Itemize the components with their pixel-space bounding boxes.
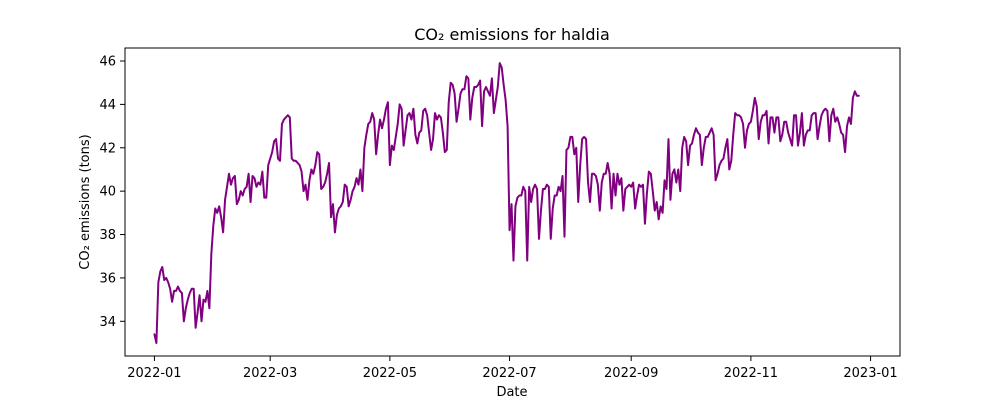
y-tick-label: 34 (99, 315, 116, 330)
x-tick-label: 2022-11 (724, 366, 778, 381)
y-tick-label: 36 (99, 271, 116, 286)
x-tick-label: 2023-01 (843, 366, 897, 381)
y-tick-label: 44 (99, 98, 116, 113)
y-tick-label: 38 (99, 228, 116, 243)
y-axis: 34 36 38 40 42 44 46 (99, 55, 125, 330)
series-line (153, 62, 860, 344)
x-axis-label: Date (496, 385, 527, 400)
x-tick-label: 2022-09 (604, 366, 658, 381)
x-axis: 2022-01 2022-03 2022-05 2022-07 2022-09 2022-… (127, 356, 898, 381)
y-tick-label: 46 (99, 55, 116, 70)
x-tick-label: 2022-05 (363, 366, 417, 381)
y-tick-label: 40 (99, 185, 116, 200)
plot-area (124, 47, 901, 357)
chart-title: CO₂ emissions for haldia (414, 25, 610, 44)
y-tick-label: 42 (99, 141, 116, 156)
x-tick-label: 2022-07 (482, 366, 536, 381)
plot-frame (124, 47, 901, 357)
x-tick-label: 2022-03 (243, 366, 297, 381)
x-tick-label: 2022-01 (127, 366, 181, 381)
y-axis-label: CO₂ emissions (tons) (78, 134, 93, 269)
